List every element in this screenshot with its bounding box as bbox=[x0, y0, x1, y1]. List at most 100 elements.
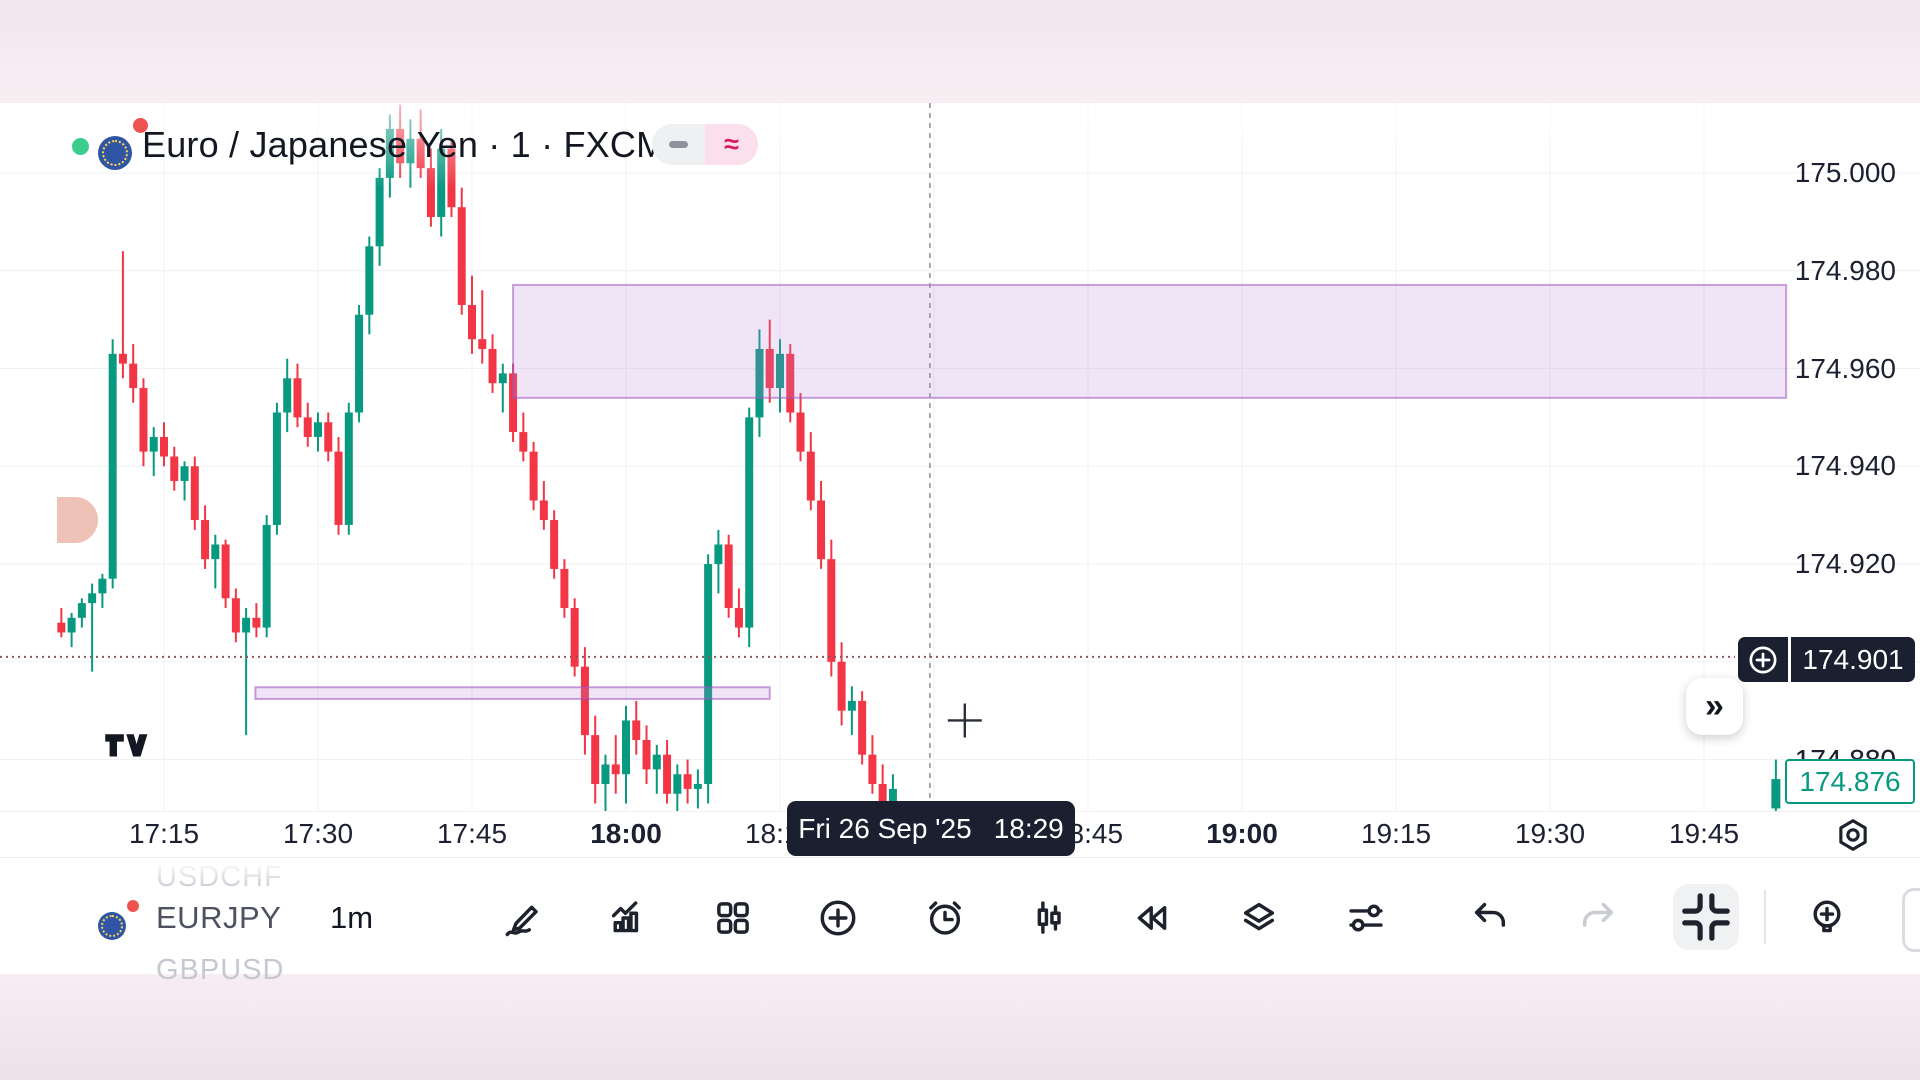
tooltip-date: Fri 26 Sep '25 bbox=[798, 812, 972, 844]
draw-tool-button[interactable] bbox=[501, 896, 545, 940]
collapse-toolbar-button[interactable] bbox=[1673, 884, 1739, 950]
candle-body bbox=[539, 500, 548, 521]
candle-body bbox=[488, 348, 497, 384]
plus-circle-icon bbox=[820, 900, 856, 936]
bottom-band bbox=[0, 973, 1920, 1080]
candle-body bbox=[355, 314, 364, 413]
japan-flag-icon bbox=[124, 114, 154, 144]
edge-partial-button[interactable] bbox=[1902, 888, 1920, 952]
candle-body bbox=[77, 603, 86, 618]
time-axis-label: 19:30 bbox=[1514, 818, 1586, 849]
add-button[interactable] bbox=[816, 896, 860, 940]
eu-flag-icon bbox=[98, 136, 132, 170]
price-axis-label: 174.980 bbox=[1794, 254, 1896, 286]
candle-body bbox=[314, 422, 322, 437]
redo-button[interactable] bbox=[1576, 896, 1620, 940]
crosshair-price-value: 174.901 bbox=[1791, 637, 1915, 682]
candle-body bbox=[118, 353, 127, 364]
candle-body bbox=[468, 304, 476, 340]
candle-body bbox=[149, 436, 158, 452]
watchlist-next-symbol[interactable]: GBPUSD bbox=[156, 954, 285, 986]
crosshair-price-badge[interactable]: 174.901 bbox=[1738, 637, 1915, 682]
candle-body bbox=[272, 412, 281, 525]
chart-legend-title[interactable]: Euro / Japanese Yen · 1 · FXCM bbox=[142, 124, 667, 165]
tradingview-logo[interactable] bbox=[104, 733, 168, 778]
chart-type-button[interactable] bbox=[1026, 896, 1070, 940]
candlestick-chart[interactable] bbox=[0, 103, 1920, 812]
candle-body bbox=[509, 373, 518, 433]
tooltip-time: 18:29 bbox=[993, 812, 1064, 844]
crosshair-date-tooltip: Fri 26 Sep '25 18:29 bbox=[787, 801, 1075, 856]
candle-body bbox=[847, 700, 856, 711]
candle-body bbox=[242, 617, 251, 633]
candle-body bbox=[642, 740, 651, 770]
candle-body bbox=[293, 378, 302, 418]
demand-zone[interactable] bbox=[254, 686, 771, 700]
candle-body bbox=[190, 466, 199, 521]
interval-selector[interactable]: 1m bbox=[330, 900, 374, 935]
price-axis-label: 175.000 bbox=[1794, 157, 1896, 188]
add-alert-button[interactable] bbox=[1738, 637, 1788, 682]
candle-body bbox=[283, 378, 292, 413]
candle-body bbox=[129, 363, 138, 389]
last-price-badge: 174.876 bbox=[1785, 759, 1915, 804]
candle-body bbox=[827, 559, 836, 662]
jump-to-realtime-button[interactable]: » bbox=[1686, 678, 1743, 735]
drawing-anchor-handle[interactable] bbox=[57, 497, 98, 543]
candle-body bbox=[252, 617, 261, 628]
symbol-flags-icon bbox=[98, 114, 154, 170]
candle-body bbox=[663, 754, 672, 794]
hexagon-gear-icon bbox=[1839, 819, 1867, 851]
candle-body bbox=[457, 207, 466, 305]
undo-button[interactable] bbox=[1468, 896, 1512, 940]
settings-button[interactable] bbox=[1344, 896, 1388, 940]
candle-body bbox=[57, 622, 66, 633]
candle-body bbox=[550, 520, 559, 569]
eu-flag-icon bbox=[98, 912, 126, 940]
candle-body bbox=[878, 784, 887, 804]
japan-flag-icon bbox=[120, 896, 144, 920]
time-axis-label: 19:00 bbox=[1206, 818, 1278, 849]
minimize-legend-button[interactable] bbox=[652, 124, 705, 165]
layers-icon bbox=[1243, 902, 1275, 931]
candle-body bbox=[704, 564, 713, 784]
candle-body bbox=[170, 456, 179, 481]
symbol-selector[interactable]: EURJPY bbox=[156, 900, 282, 935]
supply-zone[interactable] bbox=[512, 283, 1788, 399]
candles-icon bbox=[1037, 901, 1061, 934]
candle-body bbox=[591, 735, 600, 784]
time-axis-label: 17:45 bbox=[436, 818, 508, 849]
candle-body bbox=[601, 764, 610, 784]
candle-body bbox=[673, 774, 682, 794]
sliders-icon bbox=[1349, 904, 1383, 932]
ideas-button[interactable] bbox=[1805, 896, 1849, 940]
replay-button[interactable] bbox=[1130, 896, 1174, 940]
candle-body bbox=[221, 544, 230, 599]
candle-body bbox=[303, 417, 312, 437]
candle-body bbox=[498, 373, 507, 384]
candle-body bbox=[139, 388, 148, 452]
pencil-draw-icon bbox=[505, 905, 538, 937]
time-axis-label: 18:00 bbox=[590, 818, 662, 849]
candle-body bbox=[765, 348, 774, 389]
chart-settings-button[interactable] bbox=[1833, 815, 1873, 860]
rewind-icon bbox=[1137, 906, 1167, 930]
candle-body bbox=[98, 578, 107, 594]
layout-grid-button[interactable] bbox=[711, 896, 755, 940]
wave-mode-button[interactable]: ≈ bbox=[705, 124, 758, 165]
plus-cursor-icon[interactable] bbox=[947, 703, 982, 738]
candle-body bbox=[67, 617, 76, 633]
chart-mode-toggle[interactable]: ≈ bbox=[652, 124, 758, 165]
watchlist-prev-symbol[interactable]: USDCHF bbox=[156, 861, 283, 893]
legend-fade bbox=[0, 103, 1920, 188]
candle-body bbox=[1771, 779, 1781, 809]
bottom-toolbar: USDCHF GBPUSD EURJPY 1m bbox=[0, 857, 1920, 986]
candle-body bbox=[724, 544, 733, 609]
candle-body bbox=[806, 451, 815, 501]
alerts-button[interactable] bbox=[923, 896, 967, 940]
toolbar-divider bbox=[1764, 890, 1766, 944]
candle-body bbox=[344, 412, 353, 525]
indicators-button[interactable] bbox=[605, 896, 649, 940]
candle-body bbox=[108, 353, 117, 579]
objects-tree-button[interactable] bbox=[1237, 896, 1281, 940]
